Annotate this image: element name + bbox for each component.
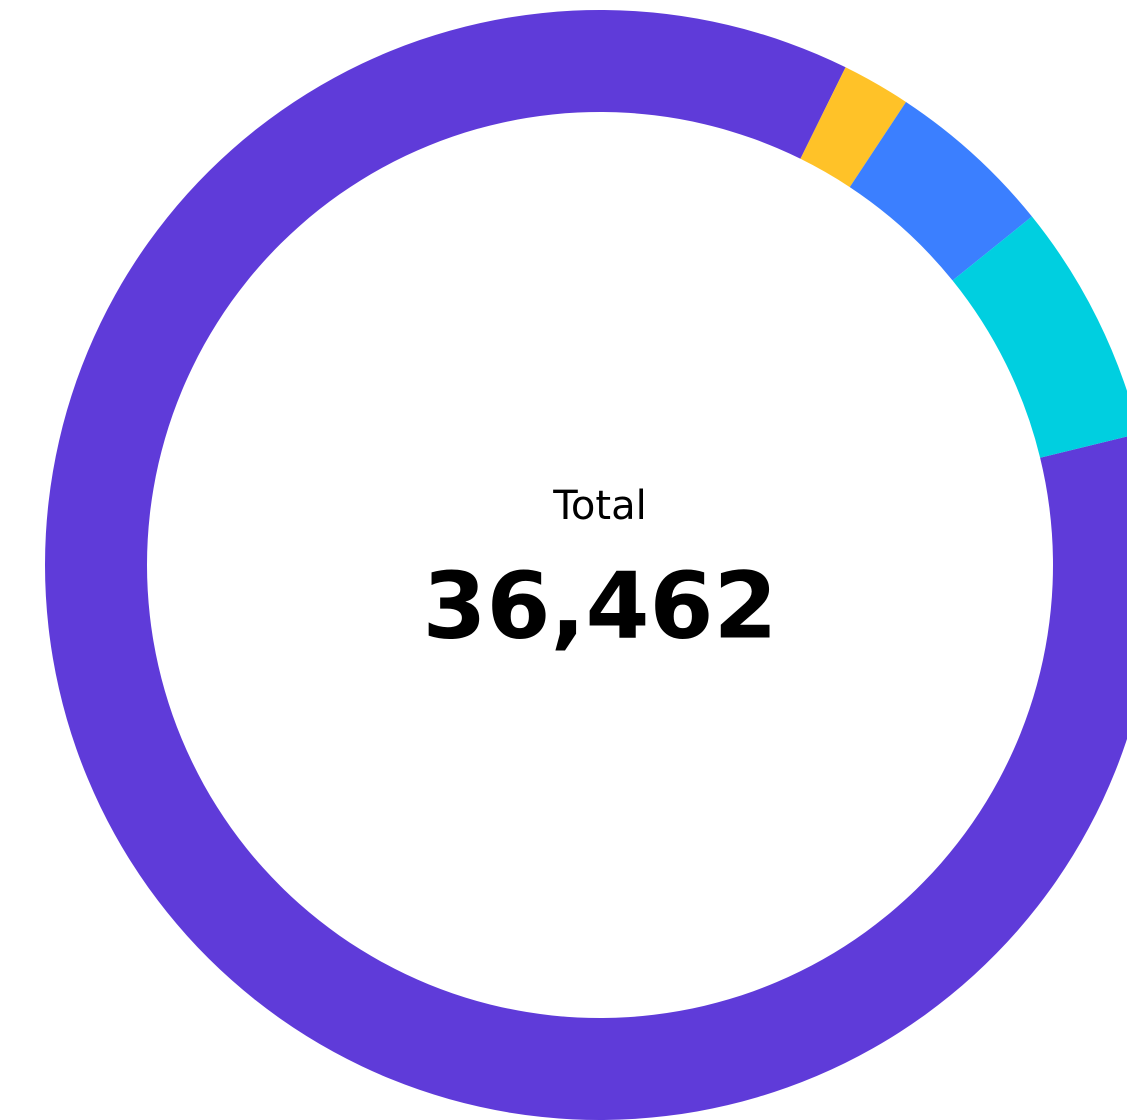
center-label: Total — [552, 483, 646, 529]
donut-slice — [800, 67, 907, 188]
center-total: 36,462 — [422, 552, 777, 659]
donut-slice — [952, 216, 1127, 458]
donut-slice — [849, 101, 1032, 281]
slices — [45, 10, 1127, 1120]
